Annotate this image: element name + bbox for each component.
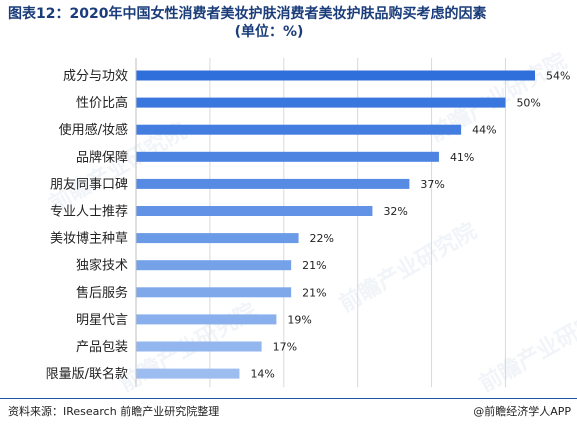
category-label: 成分与功效 (63, 69, 128, 84)
value-label: 19% (287, 313, 311, 326)
category-label: 朋友同事口碑 (50, 176, 128, 192)
category-label: 美妆博主种草 (50, 232, 128, 247)
bar (136, 341, 262, 352)
category-label: 限量版/联名款 (46, 366, 128, 382)
category-label: 售后服务 (76, 285, 128, 301)
category-label: 品牌保障 (76, 149, 128, 165)
value-labels: 54% 50% 44% 41% 37% 32% 22% 21% 21% 19% 17% 14% (250, 70, 570, 381)
credit-note: @前瞻经济学人APP (473, 405, 571, 418)
bar (136, 260, 292, 271)
category-label: 明星代言 (76, 313, 128, 328)
value-label: 21% (302, 259, 326, 272)
bar (136, 233, 299, 244)
chart-bars (136, 70, 535, 379)
category-label: 独家技术 (76, 258, 128, 274)
chart-title-line1: 图表12：2020年中国女性消费者美妆护肤消费者美妆护肤品购买考虑的因素 (8, 6, 487, 22)
chart-title-line2: (单位：%) (234, 24, 304, 40)
value-label: 44% (472, 124, 496, 137)
footer-divider (0, 398, 577, 399)
category-labels: 成分与功效性价比高使用感/妆感品牌保障朋友同事口碑专业人士推荐美妆博主种草独家技… (46, 69, 128, 382)
value-label: 37% (420, 178, 444, 191)
category-label: 专业人士推荐 (50, 205, 128, 220)
category-label: 产品包装 (76, 340, 128, 355)
bar (136, 368, 240, 379)
value-label: 54% (546, 70, 570, 83)
chart-grid (209, 57, 506, 388)
value-label: 41% (450, 151, 474, 164)
category-label: 使用感/妆感 (59, 122, 128, 138)
bar (136, 206, 373, 216)
value-label: 21% (302, 286, 326, 299)
value-label: 17% (273, 341, 297, 354)
bar (136, 124, 462, 135)
bar (136, 97, 506, 108)
bar (136, 287, 292, 298)
bar (136, 314, 277, 325)
value-label: 50% (516, 97, 540, 110)
value-label: 22% (310, 232, 334, 245)
value-label: 32% (383, 205, 407, 218)
bar (136, 151, 439, 162)
bar (136, 178, 410, 189)
value-label: 14% (250, 368, 274, 381)
category-label: 性价比高 (76, 95, 128, 111)
chart-title: 图表12：2020年中国女性消费者美妆护肤消费者美妆护肤品购买考虑的因素 (单位… (8, 5, 570, 41)
bar (136, 70, 535, 81)
source-note: 资料来源：IResearch 前瞻产业研究院整理 (8, 405, 220, 418)
bar-chart: 成分与功效性价比高使用感/妆感品牌保障朋友同事口碑专业人士推荐美妆博主种草独家技… (46, 57, 570, 388)
